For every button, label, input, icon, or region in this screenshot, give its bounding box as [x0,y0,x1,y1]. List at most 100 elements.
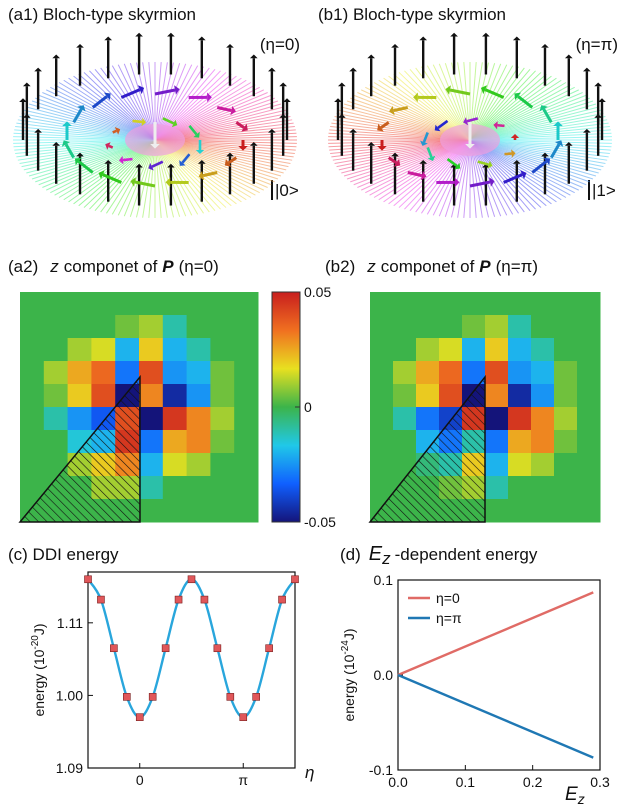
heat-cell [531,407,555,431]
heat-cell [187,476,211,500]
heat-cell [20,361,44,385]
heat-cell [91,292,115,316]
heat-cell [370,338,394,362]
heat-cell [115,292,139,316]
heat-cell [91,384,115,408]
x-tick-label: 0.3 [590,774,610,790]
heatmap-title-part: P [479,257,491,276]
heat-cell [416,384,440,408]
heat-cell [416,407,440,431]
heat-cell [44,315,68,339]
heat-cell [44,338,68,362]
line [398,592,593,675]
marker [110,645,117,652]
heat-cell [393,315,417,339]
heat-cell [508,361,532,385]
heat-cell [187,407,211,431]
eta-label: (η=π) [576,35,618,54]
heat-cell [508,315,532,339]
y-axis-label-part: energy (10 [31,649,47,716]
colorbar-tick-label: 0 [304,399,312,415]
heat-cell [508,430,532,454]
heat-cell [485,292,509,316]
heat-cell [210,499,234,523]
heat-cell [531,476,555,500]
plot-frame [398,580,600,770]
skyrmion [13,33,297,218]
heat-cell [20,453,44,477]
heat-cell [508,499,532,523]
marker [292,576,299,583]
heat-cell [554,361,578,385]
heat-cell [210,338,234,362]
heatmap-title-part: (b2) [325,257,355,276]
y-tick-label: 1.11 [57,615,83,631]
marker [149,693,156,700]
legend-label: η=0 [436,590,460,606]
heat-cell [531,430,555,454]
heat-cell [210,384,234,408]
heat-cell [462,292,486,316]
heat-cell [439,292,463,316]
heat-cell [187,338,211,362]
heat-cell [416,292,440,316]
marker [227,693,234,700]
y-axis-label-part: J) [31,623,47,635]
heat-cell [554,430,578,454]
state-label: |1> [592,181,616,200]
heat-cell [210,453,234,477]
heat-cell [554,453,578,477]
heat-cell [508,384,532,408]
y-axis-label-part: J) [341,628,357,640]
heat-cell [139,338,163,362]
heat-cell [234,338,258,362]
heat-cell [20,384,44,408]
y-axis-label: energy (10-24J) [340,628,357,721]
heat-cell [234,361,258,385]
heat-cell [44,407,68,431]
heatmap-title-part: P [162,257,174,276]
heat-cell [139,315,163,339]
heat-cell [485,430,509,454]
x-tick-label: 0.1 [456,774,476,790]
heat-cell [187,361,211,385]
marker [188,576,195,583]
heat-cell [187,430,211,454]
heat-cell [393,430,417,454]
y-axis-label-part: -20 [30,635,41,650]
heat-cell [234,430,258,454]
chart-title: (c) DDI energy [8,545,119,564]
heat-cell [234,315,258,339]
heat-cell [439,338,463,362]
heat-cell [139,384,163,408]
heat-cell [139,407,163,431]
heat-cell [187,292,211,316]
heatmap-title-part: (a2) [8,257,38,276]
x-axis-label: η [305,763,314,782]
marker [85,576,92,583]
heat-cell [485,361,509,385]
marker [97,596,104,603]
heat-cell [234,407,258,431]
heat-cell [485,407,509,431]
heat-cell [577,292,601,316]
heat-cell [139,292,163,316]
marker [123,693,130,700]
skyrmion [328,33,612,218]
heat-cell [44,361,68,385]
x-axis-label: Ez [565,784,585,807]
heat-cell [370,315,394,339]
heatmap-title-part: componet of [64,257,158,276]
chart-title: (d)Ez-dependent energy [340,543,538,568]
heat-cell [462,338,486,362]
heat-cell [485,453,509,477]
heat-cell [370,384,394,408]
heat-cell [554,292,578,316]
heat-cell [234,476,258,500]
heat-cell [44,430,68,454]
heat-cell [554,499,578,523]
heat-cell [234,384,258,408]
heatmap-title-part: componet of [381,257,475,276]
heatmap-title-part: z [49,257,59,276]
